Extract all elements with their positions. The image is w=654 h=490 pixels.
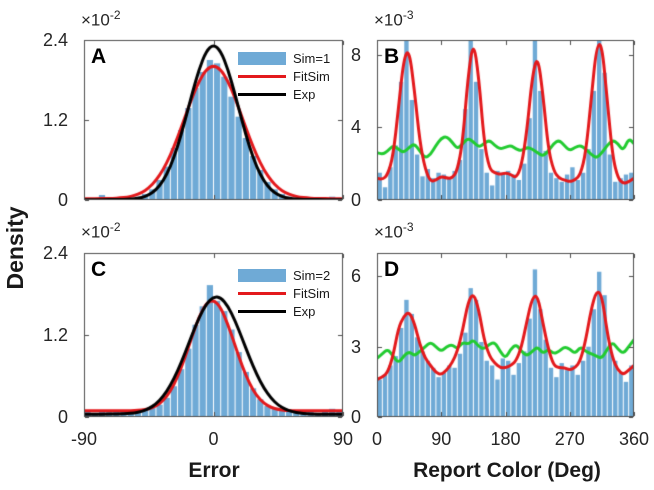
legend-swatch-exp-line	[238, 309, 286, 313]
x-tick-label: 270	[554, 429, 585, 449]
legend-swatch-sim-patch	[238, 268, 286, 282]
y-tick-label: 0	[57, 190, 68, 210]
legend-item-fitsim: FitSim	[238, 284, 330, 302]
x-tick-label: -90	[70, 429, 97, 449]
legend-label-fitsim: FitSim	[293, 285, 330, 301]
x-tick-label: 180	[490, 429, 521, 449]
y-tick-label: 1.2	[42, 325, 68, 345]
x-tick-label: 0	[371, 429, 382, 449]
x-axis-label-report-color: Report Color (Deg)	[413, 459, 601, 482]
legend-item-sim2: Sim=2	[238, 266, 330, 284]
x-tick-label: 90	[431, 429, 452, 449]
legend-label-fitsim: FitSim	[293, 68, 330, 84]
y-axis-exponent-a: ×10-2	[81, 8, 121, 30]
legend-label-exp: Exp	[293, 303, 316, 319]
legend-item-sim1: Sim=1	[238, 49, 330, 67]
y-tick-label: 8	[350, 44, 361, 65]
x-tick-label: 90	[332, 429, 354, 449]
legend-label-exp: Exp	[293, 86, 316, 102]
legend-panel-c: Sim=2 FitSim Exp	[238, 266, 330, 320]
legend-swatch-fitsim-line	[238, 291, 286, 295]
y-tick-label: 0	[57, 407, 68, 427]
y-axis-exponent-d: ×10-3	[374, 220, 414, 242]
panel-letter-a: A	[91, 45, 107, 68]
y-tick-label: 6	[350, 266, 361, 287]
y-tick-label: 0	[350, 407, 361, 427]
legend-panel-a: Sim=1 FitSim Exp	[238, 49, 330, 103]
x-axis-label-error: Error	[188, 459, 240, 482]
y-axis-exponent-c: ×10-2	[81, 220, 121, 242]
legend-item-exp: Exp	[238, 85, 330, 103]
legend-label-sim1: Sim=1	[293, 50, 331, 66]
legend-label-sim2: Sim=2	[293, 267, 331, 283]
legend-item-fitsim: FitSim	[238, 67, 330, 85]
y-tick-label: 1.2	[42, 110, 68, 130]
y-tick-label: 2.4	[42, 30, 68, 50]
legend-item-exp: Exp	[238, 302, 330, 320]
y-axis-exponent-b: ×10-3	[374, 8, 414, 30]
y-tick-label: 3	[350, 336, 361, 357]
y-tick-label: 0	[350, 190, 361, 210]
legend-swatch-sim-patch	[238, 51, 286, 65]
legend-swatch-exp-line	[238, 92, 286, 96]
x-tick-label: 0	[208, 429, 219, 449]
legend-swatch-fitsim-line	[238, 74, 286, 78]
panel-letter-c: C	[91, 258, 107, 281]
y-tick-label: 2.4	[42, 243, 68, 263]
panel-letter-b: B	[384, 45, 400, 68]
y-tick-label: 4	[350, 117, 361, 138]
panel-letter-d: D	[384, 258, 400, 281]
x-tick-label: 360	[618, 429, 650, 449]
